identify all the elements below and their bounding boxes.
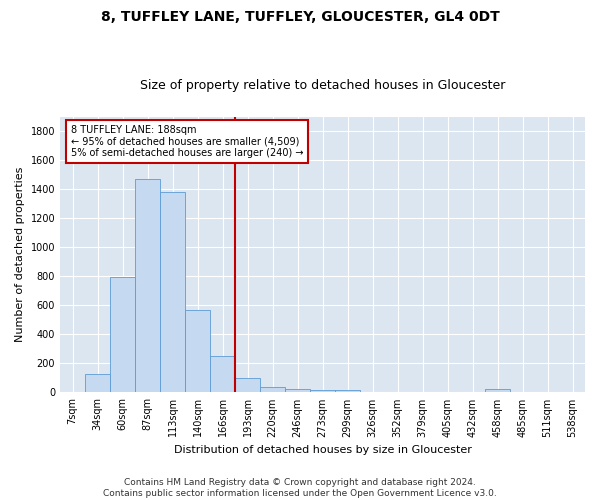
Bar [210, 356, 235, 393]
Bar [335, 390, 360, 392]
Bar [485, 389, 510, 392]
X-axis label: Distribution of detached houses by size in Gloucester: Distribution of detached houses by size … [173, 445, 472, 455]
Bar [185, 310, 210, 392]
Title: Size of property relative to detached houses in Gloucester: Size of property relative to detached ho… [140, 79, 505, 92]
Bar [160, 192, 185, 392]
Bar [85, 374, 110, 392]
Text: 8, TUFFLEY LANE, TUFFLEY, GLOUCESTER, GL4 0DT: 8, TUFFLEY LANE, TUFFLEY, GLOUCESTER, GL… [101, 10, 499, 24]
Bar [235, 378, 260, 392]
Y-axis label: Number of detached properties: Number of detached properties [15, 167, 25, 342]
Bar [310, 390, 335, 392]
Bar [260, 388, 285, 392]
Bar [285, 389, 310, 392]
Bar [135, 179, 160, 392]
Bar [110, 277, 135, 392]
Text: Contains HM Land Registry data © Crown copyright and database right 2024.
Contai: Contains HM Land Registry data © Crown c… [103, 478, 497, 498]
Text: 8 TUFFLEY LANE: 188sqm
← 95% of detached houses are smaller (4,509)
5% of semi-d: 8 TUFFLEY LANE: 188sqm ← 95% of detached… [71, 125, 303, 158]
